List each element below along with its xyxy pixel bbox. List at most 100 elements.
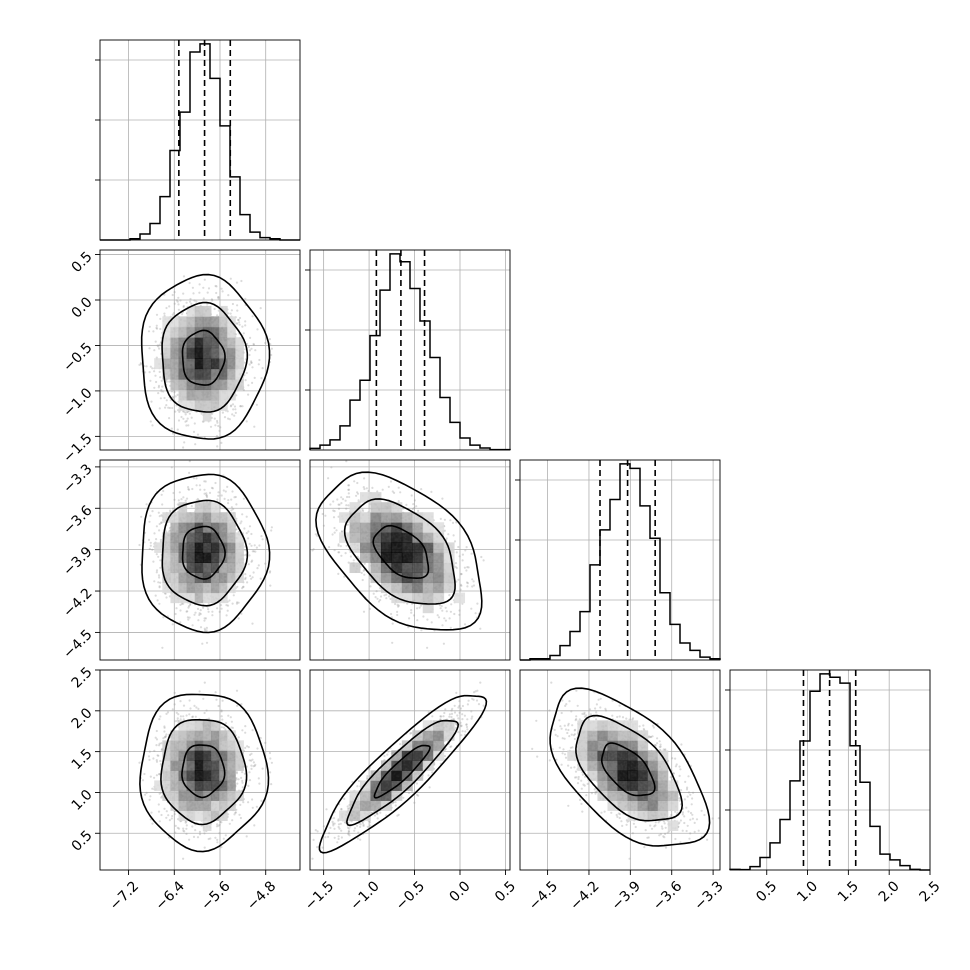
sample-point [169, 509, 172, 512]
sample-point [217, 494, 220, 497]
sample-point [190, 416, 193, 419]
sample-point [215, 291, 218, 295]
density-cell [202, 502, 212, 513]
sample-point [251, 576, 254, 579]
sample-point [247, 530, 250, 533]
histogram-panel-3 [725, 669, 931, 871]
sample-point [167, 406, 170, 409]
sample-point [172, 491, 175, 495]
sample-point [235, 322, 238, 325]
sample-point [164, 592, 167, 595]
sample-point [198, 484, 201, 487]
sample-point [171, 293, 174, 297]
sample-point [150, 400, 153, 403]
sample-point [387, 485, 390, 488]
sample-point [345, 460, 348, 463]
sample-point [154, 374, 157, 377]
density-cell [178, 522, 188, 533]
density-cell [210, 532, 220, 543]
sample-point [397, 604, 400, 607]
sample-point [197, 619, 200, 622]
sample-point [230, 509, 233, 512]
sample-point [188, 412, 191, 415]
density-cell [178, 368, 188, 380]
density-cell [154, 542, 163, 553]
sample-point [158, 585, 161, 588]
sample-point [153, 386, 156, 389]
sample-point [362, 569, 365, 572]
sample-point [192, 292, 195, 295]
sample-point [182, 602, 185, 605]
sample-point [168, 380, 171, 383]
sample-point [157, 555, 160, 558]
histogram-panel-2 [515, 459, 721, 661]
sample-point [198, 613, 201, 617]
sample-point [147, 330, 151, 333]
sample-point [154, 340, 157, 343]
sample-point [480, 555, 483, 559]
sample-point [247, 393, 250, 396]
panel-frame [99, 249, 301, 451]
sample-point [179, 299, 182, 302]
density-cell [162, 562, 171, 574]
sample-point [211, 614, 214, 617]
sample-point [417, 509, 420, 512]
sample-point [396, 613, 399, 617]
sample-point [177, 308, 180, 311]
sample-point [187, 488, 190, 491]
sample-point [204, 617, 207, 620]
sample-point [185, 497, 189, 500]
density-cell [170, 368, 180, 380]
sample-point [153, 349, 156, 352]
sample-point [372, 592, 375, 595]
sample-point [235, 517, 238, 520]
sample-point [173, 302, 176, 305]
sample-point [460, 584, 463, 587]
sample-point [210, 486, 213, 489]
sample-point [227, 294, 230, 297]
sample-point [180, 415, 183, 419]
sample-point [249, 336, 252, 339]
sample-point [233, 405, 237, 408]
sample-point [186, 616, 189, 619]
density-cell [202, 368, 212, 380]
sample-point [228, 418, 231, 421]
sample-point [241, 587, 244, 590]
sample-point [185, 419, 188, 422]
sample-point [160, 514, 163, 517]
sample-point [149, 365, 152, 368]
sample-point [158, 529, 161, 532]
sample-point [148, 371, 151, 374]
density-cell [219, 347, 228, 359]
sample-point [159, 538, 162, 541]
sample-point [236, 601, 239, 604]
sample-point [245, 371, 248, 375]
sample-point [248, 554, 251, 557]
sample-point [155, 380, 158, 384]
density-cell [178, 532, 188, 543]
sample-point [217, 297, 220, 300]
sample-point [176, 503, 179, 506]
sample-point [458, 609, 461, 612]
sample-point [165, 306, 168, 310]
sample-point [242, 497, 245, 500]
density-cell [202, 389, 212, 401]
sample-point [172, 312, 175, 315]
sample-point [238, 321, 241, 324]
sample-point [220, 441, 223, 444]
sample-point [237, 318, 240, 322]
sample-point [324, 514, 327, 517]
sample-point [222, 489, 225, 492]
density-cell [162, 358, 171, 370]
sample-point [138, 543, 141, 547]
sample-point [217, 491, 220, 494]
sample-point [202, 606, 205, 609]
density-cell [202, 552, 212, 563]
density-cell [186, 326, 196, 338]
density-cell [210, 316, 220, 328]
sample-point [268, 571, 271, 574]
sample-point [155, 326, 158, 329]
sample-point [159, 376, 162, 379]
density-cell [162, 512, 171, 523]
